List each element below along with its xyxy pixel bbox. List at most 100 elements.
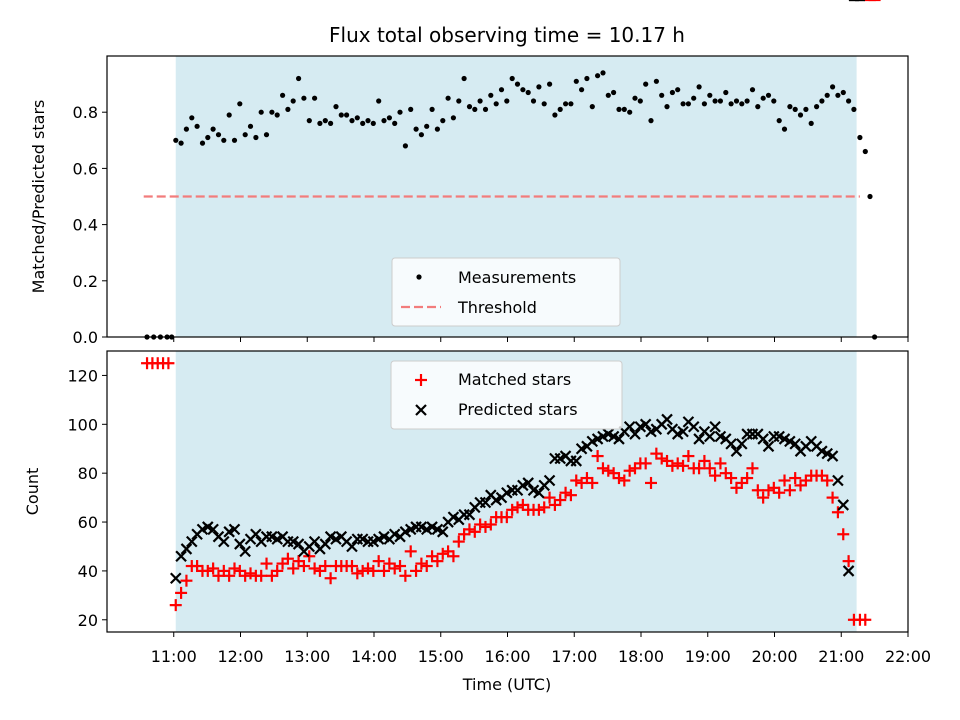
measurement-point [664, 104, 670, 110]
matched-star-point [180, 574, 193, 587]
predicted-star-point [703, 430, 716, 443]
measurement-point [584, 75, 590, 82]
matched-star-point [596, 462, 609, 475]
measurement-point [312, 95, 318, 101]
predicted-star-point [613, 433, 625, 445]
measurement-point [328, 120, 334, 126]
measurement-point [237, 101, 243, 107]
matched-star-point [618, 474, 631, 487]
measurement-point [333, 104, 339, 110]
ratio-panel: 0.00.20.40.60.8 Matched/Predicted stars … [29, 55, 909, 347]
matched-star-point [655, 452, 668, 465]
matched-star-point [303, 550, 316, 563]
measurement-point [440, 118, 446, 124]
predicted-star-point [207, 523, 219, 536]
matched-star-point [356, 564, 369, 577]
measurement-point [504, 98, 510, 104]
measurement-point [541, 101, 547, 107]
measurement-point [824, 92, 830, 98]
predicted-star-point [837, 499, 850, 511]
predicted-star-point [533, 486, 545, 499]
matched-star-point [319, 560, 332, 573]
matched-star-point [564, 489, 577, 502]
measurement-point [733, 98, 740, 104]
measurement-point [787, 104, 793, 110]
x-tick-label: 12:00 [217, 647, 263, 666]
predicted-star-point [629, 428, 641, 440]
x-tick-label: 17:00 [551, 647, 597, 666]
predicted-star-point [661, 413, 673, 426]
matched-star-point [602, 464, 615, 477]
x-tick-label: 20:00 [751, 647, 797, 666]
measurement-point [199, 140, 206, 146]
measurement-point [680, 101, 686, 107]
measurement-point [776, 118, 782, 124]
count-y-ticks: 20 40 60 80 100 120 [67, 366, 107, 630]
measurement-point [247, 123, 254, 129]
measurement-point [862, 148, 868, 155]
count-legend: Matched stars Predicted stars [390, 360, 623, 430]
measurement-point [301, 95, 307, 101]
measurement-point [418, 132, 424, 138]
legend-threshold-label: Threshold [457, 298, 537, 317]
ratio-legend: Measurements Threshold [391, 257, 621, 327]
predicted-star-point [479, 496, 492, 509]
measurement-point [701, 101, 708, 107]
measurement-point [717, 98, 724, 104]
measurement-point [290, 98, 296, 104]
measurement-point [488, 92, 494, 98]
measurement-point [376, 98, 382, 104]
measurement-point [344, 112, 350, 118]
count-legend-box [390, 360, 623, 430]
matched-star-point [500, 511, 513, 524]
predicted-star-point [570, 455, 583, 467]
predicted-star-point [725, 438, 737, 450]
matched-stars-points [141, 0, 881, 626]
matched-star-point [703, 462, 716, 475]
measurement-point [739, 101, 745, 107]
x-tick-label: 14:00 [351, 647, 397, 666]
matched-star-point [639, 457, 652, 470]
matched-star-point [741, 472, 754, 485]
predicted-star-point [687, 420, 700, 433]
measurement-point [514, 81, 521, 87]
matched-star-point [447, 550, 460, 563]
x-axis-label: Time (UTC) [462, 675, 551, 694]
matched-star-point [479, 520, 492, 533]
measurement-point [509, 75, 515, 82]
matched-star-point [404, 545, 417, 558]
y-tick-label: 80 [78, 464, 98, 483]
measurement-point [221, 137, 227, 143]
matched-star-point [666, 459, 679, 472]
measurement-point [482, 106, 489, 112]
y-tick-label: 0.4 [73, 216, 98, 235]
measurement-point [765, 92, 772, 98]
measurement-point [477, 98, 483, 104]
count-panel: 20 40 60 80 100 120 11:00 12:00 13:00 14:00 15:00… [23, 0, 931, 694]
chart-title: Flux total observing time = 10.17 h [329, 23, 685, 47]
predicted-star-point [346, 540, 358, 553]
measurement-point [493, 101, 499, 107]
predicted-star-point [677, 425, 689, 438]
measurement-point [338, 112, 344, 118]
measurement-point [691, 95, 697, 101]
y-tick-label: 0.8 [73, 103, 98, 122]
measurement-point [215, 132, 222, 138]
legend-matched-marker [415, 374, 427, 386]
measurement-point [621, 106, 627, 112]
matched-star-point [169, 599, 182, 612]
measurement-point [547, 81, 553, 87]
ratio-x-ticks [173, 337, 909, 342]
measurement-point [322, 118, 328, 124]
matched-star-point [570, 474, 583, 487]
legend-predicted-marker [415, 404, 427, 416]
predicted-star-point [239, 545, 251, 558]
matched-star-point [394, 560, 407, 573]
matched-star-point [308, 562, 321, 575]
measurement-point [830, 84, 836, 90]
matched-star-point [826, 491, 839, 504]
measurement-point [616, 106, 622, 112]
measurement-points [144, 70, 878, 340]
matched-star-point [821, 474, 834, 487]
